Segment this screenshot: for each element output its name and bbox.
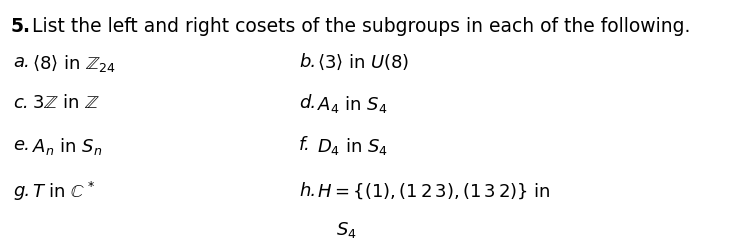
Text: $A_4$ in $S_4$: $A_4$ in $S_4$	[318, 94, 388, 115]
Text: g.: g.	[13, 182, 31, 200]
Text: b.: b.	[299, 53, 316, 71]
Text: $A_n$ in $S_n$: $A_n$ in $S_n$	[31, 136, 102, 157]
Text: $3\mathbb{Z}$ in $\mathbb{Z}$: $3\mathbb{Z}$ in $\mathbb{Z}$	[31, 94, 100, 112]
Text: $D_4$ in $S_4$: $D_4$ in $S_4$	[318, 136, 389, 157]
Text: a.: a.	[13, 53, 30, 71]
Text: $\langle 8 \rangle$ in $\mathbb{Z}_{24}$: $\langle 8 \rangle$ in $\mathbb{Z}_{24}$	[31, 53, 116, 74]
Text: $T$ in $\mathbb{C}^*$: $T$ in $\mathbb{C}^*$	[31, 182, 94, 202]
Text: List the left and right cosets of the subgroups in each of the following.: List the left and right cosets of the su…	[31, 17, 690, 36]
Text: $H = \{(1),(1\,2\,3),(1\,3\,2)\}$ in: $H = \{(1),(1\,2\,3),(1\,3\,2)\}$ in	[318, 182, 551, 201]
Text: d.: d.	[299, 94, 316, 112]
Text: $\langle 3 \rangle$ in $U(8)$: $\langle 3 \rangle$ in $U(8)$	[318, 53, 410, 72]
Text: e.: e.	[13, 136, 30, 154]
Text: 5.: 5.	[11, 17, 31, 36]
Text: c.: c.	[13, 94, 29, 112]
Text: f.: f.	[299, 136, 311, 154]
Text: h.: h.	[299, 182, 316, 200]
Text: $S_4$: $S_4$	[336, 220, 356, 240]
